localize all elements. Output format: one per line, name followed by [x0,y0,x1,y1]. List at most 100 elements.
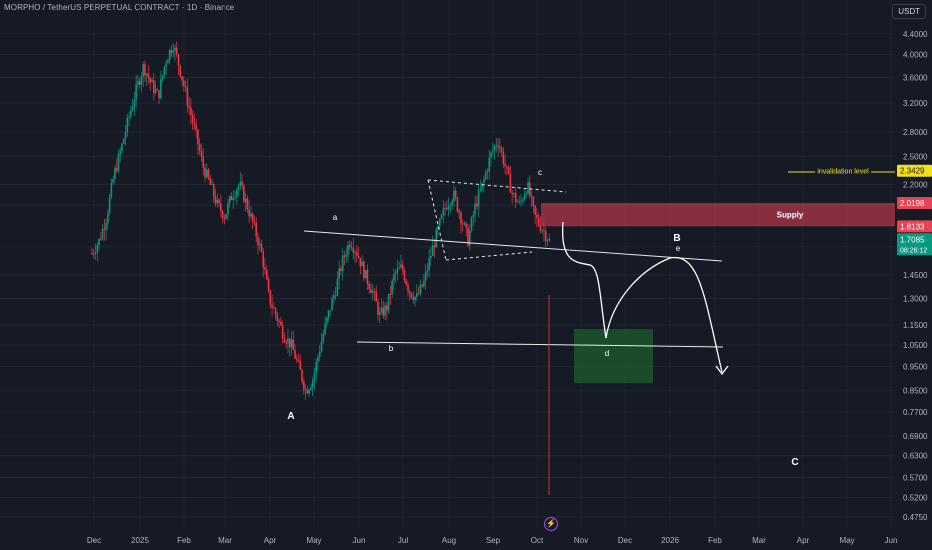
candle-body [223,218,226,220]
candle-body [239,181,242,186]
candle-body [495,145,498,147]
wave-label-A: A [287,411,294,422]
event-bolt-icon[interactable]: ⚡ [544,517,558,531]
candle-body [281,325,284,339]
candle-body [225,214,227,219]
candle-body [117,153,120,171]
candle-body [218,199,220,204]
candle-body [191,114,194,123]
candle-body [308,389,310,394]
candle-body [484,172,487,180]
candle-body [265,269,268,280]
candle-body [174,47,176,51]
candle-body [112,179,114,183]
candle-body [447,206,450,210]
candle-body [363,261,365,279]
candle-body [195,124,197,130]
candle-body [513,193,515,195]
supply-zone [541,202,895,227]
candle-body [181,76,183,81]
candle-body [403,270,406,281]
candle-body [474,203,476,215]
candle-body [514,193,517,202]
candle-body [248,209,250,217]
y-tick-label: 1.0500 [903,341,928,350]
candle-body [317,356,319,363]
price-label-value: 1.8133 [900,222,925,231]
currency-button[interactable]: USDT [892,4,926,19]
candle-body [456,197,459,212]
price-label-box [897,164,932,177]
candle-body [544,231,547,241]
candle-body [163,66,166,75]
candle-body [548,238,551,241]
candle-body [426,269,429,272]
candle-body [172,50,175,53]
candle-body [345,255,348,257]
candle-body [331,298,333,311]
candle-body [149,77,152,83]
price-labels: 2.3429 2.0198 1.8133 1.7085 08:26:12 [897,164,932,256]
candle-body [184,85,187,88]
candle-body [370,288,372,293]
candle-body [168,49,171,61]
candle-body [437,226,439,230]
candle-body [541,230,543,232]
candle-body [304,389,307,391]
candle-body [246,198,249,210]
y-tick-label: 4.4000 [903,30,928,39]
candle-body [315,362,318,374]
candle-body [158,90,160,99]
candle-body [234,196,236,198]
candle-body [389,293,392,295]
candle-body [354,252,356,254]
x-tick-label: Mar [218,536,232,545]
candle-body [324,323,326,335]
candle-body [306,389,309,394]
candle-body [334,295,337,297]
candle-body [108,196,111,214]
candle-body [209,178,212,185]
candle-body [107,213,109,224]
candle-body [523,194,526,200]
candle-body [348,244,351,247]
y-tick-label: 0.8500 [903,387,928,396]
candle-body [343,255,346,257]
candle-body [424,271,427,281]
candle-body [527,182,529,193]
candle-body [502,151,505,164]
candle-body [273,307,275,309]
candle-body [138,81,141,85]
candle-body [220,203,222,212]
x-tick-label: 2025 [131,536,149,545]
candle-body [341,255,344,271]
projection-path [561,221,723,373]
candle-body [516,201,519,203]
candle-body [442,208,445,215]
candle-body [301,369,303,382]
chart-title: MORPHO / TetherUS PERPETUAL CONTRACT · 1… [4,3,235,12]
candle-body [421,284,423,287]
candle-body [183,80,185,86]
x-tick-label: Jun [353,536,366,545]
candle-body [202,156,205,168]
candle-body [262,251,265,268]
candle-body [114,168,116,180]
candle-body [235,190,238,197]
y-tick-label: 3.6000 [903,74,928,83]
candle-body [294,350,296,359]
flag-bottom-line [445,251,533,261]
candle-body [250,213,252,217]
candle-body [336,279,339,296]
candle-body [481,183,483,189]
candle-body [200,150,203,157]
candle-body [243,185,245,202]
candle-body [121,143,123,152]
y-tick-label: 2.5000 [903,153,928,162]
candle-body [530,195,533,197]
candle-body [119,151,122,154]
candle-body [400,264,402,268]
candle-body [490,152,492,158]
candle-body [205,169,208,178]
